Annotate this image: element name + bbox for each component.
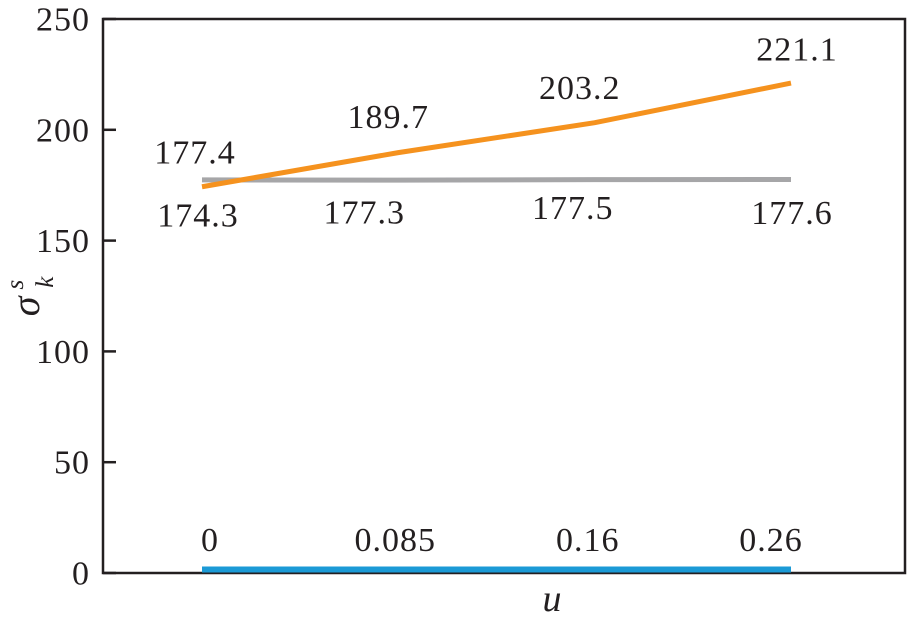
data-label-gray-constant-line: 177.3 (324, 195, 406, 232)
y-axis-title-sup: s (2, 280, 29, 290)
series-layer (201, 80, 792, 573)
data-label-orange-rising-line: 221.1 (756, 32, 838, 69)
data-labels-layer: 177.4 177.3 177.5 177.6 174.3 189.7 203.2 221.1… (154, 32, 838, 559)
data-label-gray-constant-line: 177.5 (532, 190, 614, 227)
data-label-blue-u-line: 0.085 (355, 522, 437, 559)
data-label-orange-rising-line: 174.3 (157, 197, 239, 234)
data-label-blue-u-line: 0.16 (556, 522, 620, 559)
y-tick-label: 150 (36, 223, 90, 260)
axes-layer: 0 50 100 150 200 250 (36, 2, 907, 593)
y-axis-title: σ s k (2, 276, 59, 316)
y-tick-label: 250 (36, 2, 90, 39)
data-label-orange-rising-line: 189.7 (348, 99, 430, 136)
data-label-blue-u-line: 0 (201, 522, 219, 559)
x-axis-title: u (543, 578, 562, 620)
plot-border (101, 17, 907, 575)
y-tick-label: 0 (72, 556, 90, 593)
y-tick-label: 100 (36, 334, 90, 371)
data-label-gray-constant-line: 177.6 (751, 195, 833, 232)
y-axis-title-sub: k (32, 276, 59, 288)
series-line-orange-rising-line (201, 80, 792, 190)
series-line-gray-constant-line (201, 176, 792, 183)
data-label-orange-rising-line: 203.2 (539, 70, 621, 107)
y-tick-label: 50 (54, 445, 90, 482)
data-label-gray-constant-line: 177.4 (154, 134, 236, 171)
data-label-blue-u-line: 0.26 (739, 522, 803, 559)
y-axis-title-sigma: σ (3, 295, 48, 316)
y-tick-label: 200 (36, 112, 90, 149)
